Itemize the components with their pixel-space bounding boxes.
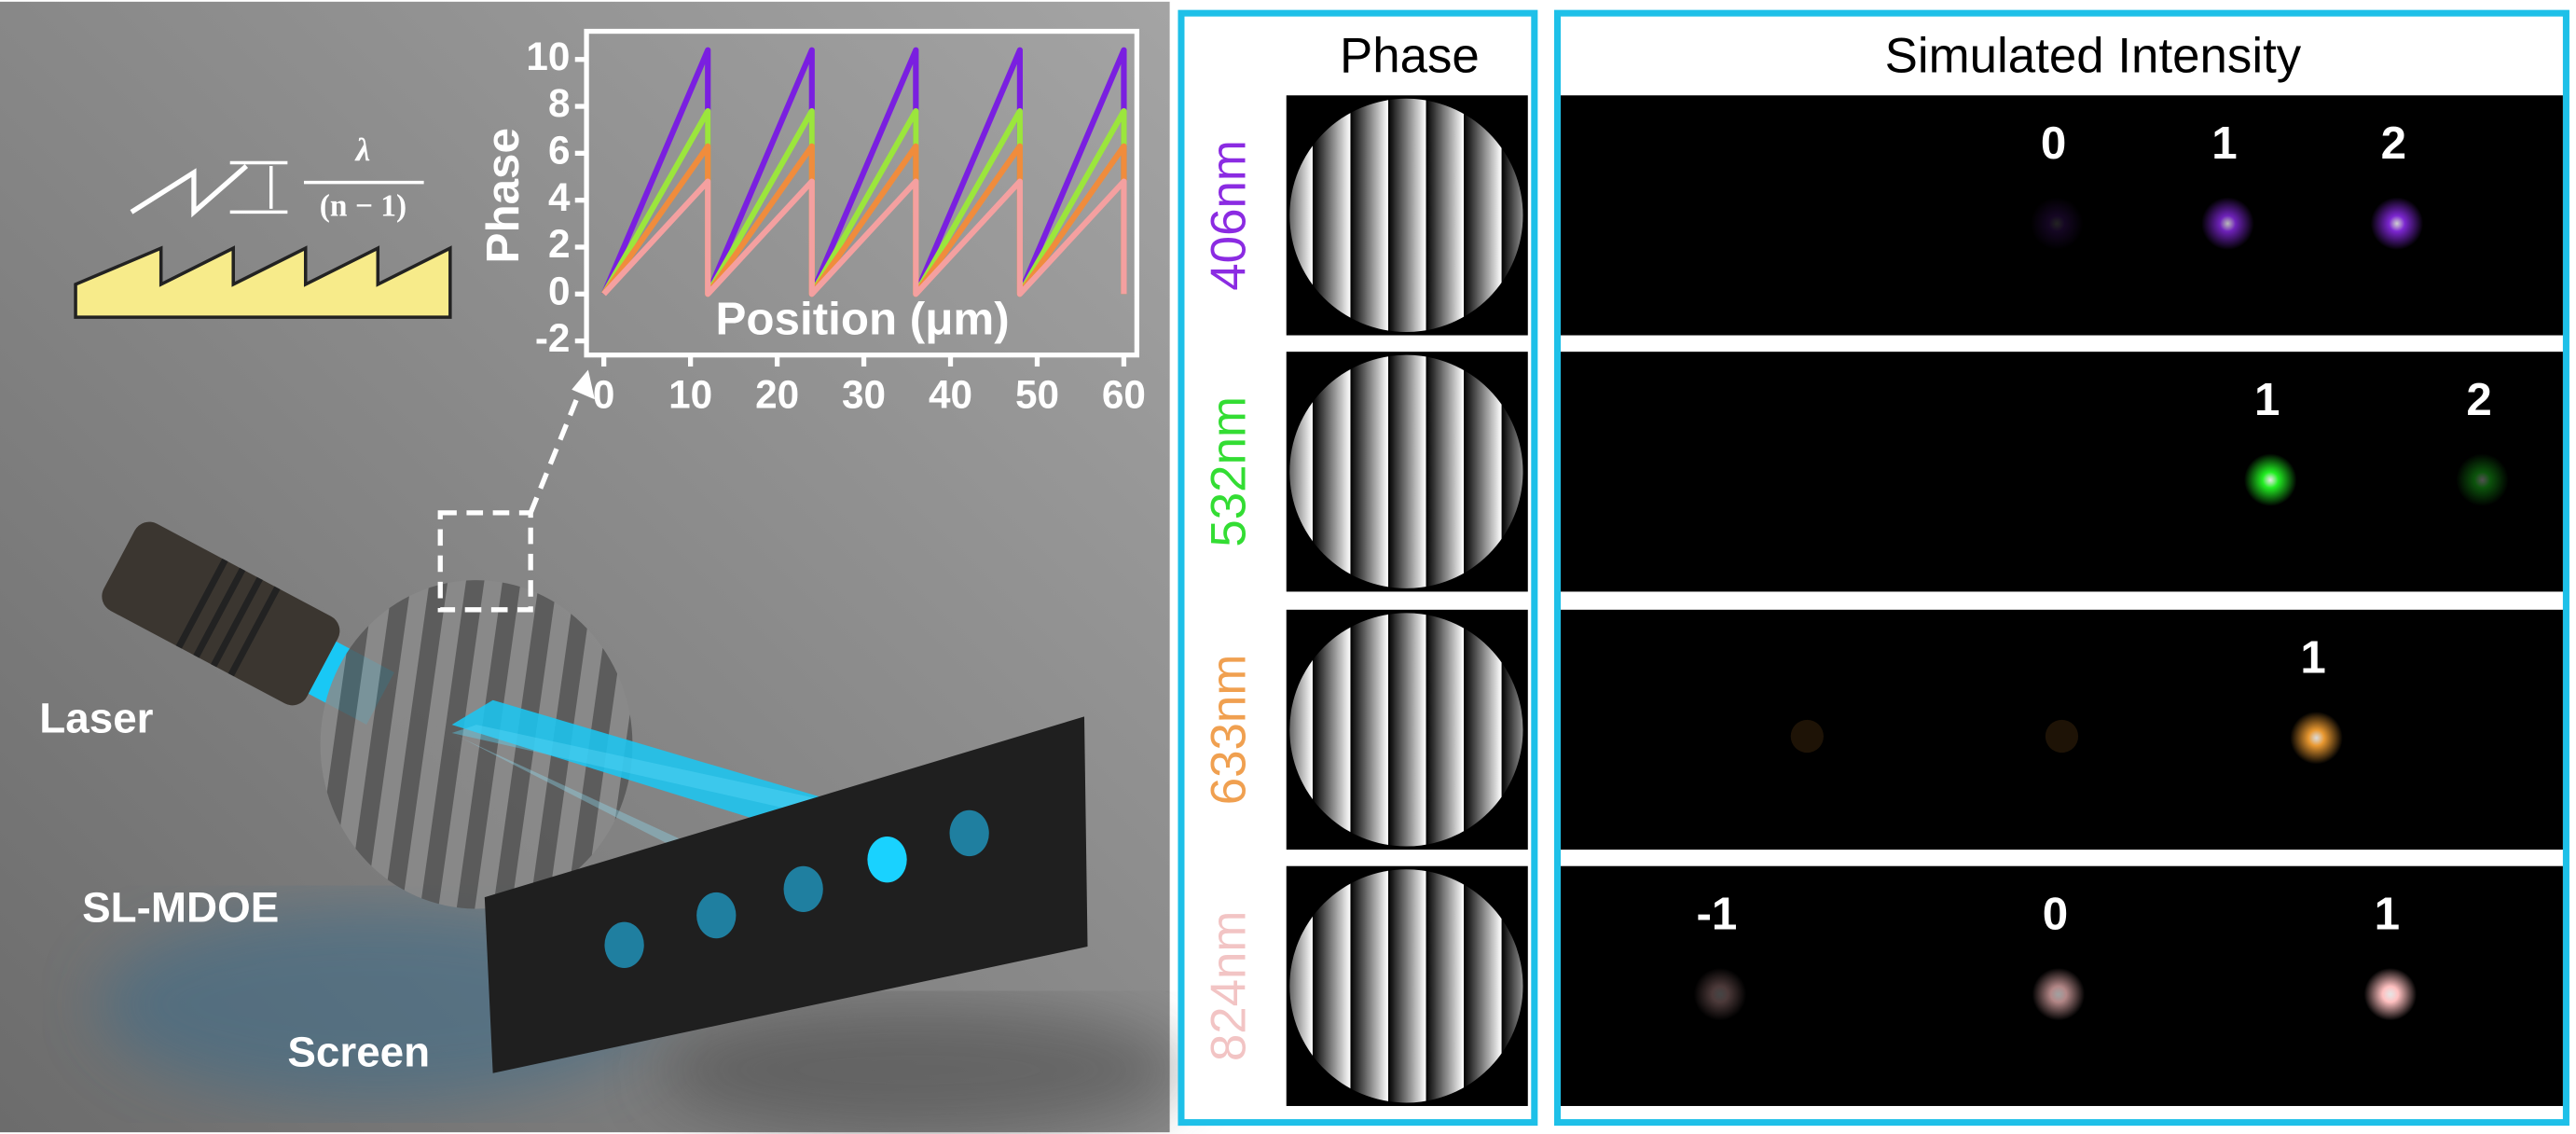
order-label: 2 (2381, 118, 2406, 169)
screen-spot (867, 836, 907, 883)
panel-title: Simulated Intensity (1885, 28, 2302, 83)
x-tick-label: 30 (842, 373, 886, 417)
y-tick-label: -2 (535, 316, 571, 360)
beam (451, 699, 855, 840)
order-label: 1 (2254, 374, 2280, 425)
x-tick-label: 50 (1015, 373, 1059, 417)
scene-label: Laser (39, 695, 153, 742)
phase-mask (1289, 98, 1523, 333)
y-tick-label: 0 (548, 269, 571, 312)
intensity-bg (1561, 352, 2563, 592)
sl-mdoe-disc (320, 580, 633, 909)
y-tick-label: 2 (548, 222, 571, 266)
y-tick-label: 8 (548, 81, 571, 125)
arrow-head (572, 369, 595, 400)
order-label: 1 (2211, 118, 2237, 169)
x-axis-label: Position (μm) (716, 293, 1010, 344)
diffraction-spot (2370, 197, 2424, 250)
x-tick-label: 40 (929, 373, 972, 417)
shadow (656, 1003, 1183, 1134)
faint-spot (2045, 719, 2079, 754)
fraction-numerator: λ (354, 131, 371, 168)
zoom-arrow (528, 381, 586, 514)
panel-title: Phase (1340, 28, 1480, 83)
rows: 406nm 0 1 2 532nm 1 2 633nm 1 824nm -1 0 1 (1202, 95, 2563, 1106)
x-tick-label: 10 (668, 373, 712, 417)
diffraction-spot (2363, 967, 2418, 1021)
faint-spot (1790, 719, 1824, 754)
screen-spot (696, 892, 737, 939)
screen-spot (604, 921, 644, 968)
intensity-bg (1561, 609, 2563, 850)
order-label: 0 (2043, 888, 2068, 939)
order-label: 1 (2300, 631, 2325, 683)
order-label: 2 (2466, 374, 2491, 425)
phase-mask (1289, 354, 1523, 588)
diffraction-spot (1693, 967, 1747, 1021)
phase-mask (1289, 613, 1523, 847)
y-tick-label: 4 (548, 175, 571, 219)
diffraction-spot (2032, 967, 2086, 1021)
wavelength-label: 532nm (1202, 396, 1257, 547)
wavelength-label: 824nm (1202, 911, 1257, 1062)
sawtooth-sketch (130, 164, 249, 218)
zoom-box (437, 510, 533, 613)
series-line (601, 178, 1127, 297)
phase-mask (1289, 869, 1523, 1103)
x-tick-label: 0 (593, 373, 615, 417)
y-axis-label: Phase (477, 128, 529, 263)
y-tick-label: 10 (526, 35, 570, 78)
x-tick-label: 20 (755, 373, 799, 417)
order-label: -1 (1696, 888, 1737, 939)
screen-spot (783, 865, 823, 913)
scene-label: Screen (287, 1028, 430, 1075)
diffraction-spot (2030, 197, 2084, 250)
scene-label: SL-MDOE (82, 883, 279, 931)
grating-profile (74, 245, 452, 319)
wavelength-label: 633nm (1202, 655, 1257, 806)
screen-spot (949, 809, 989, 857)
diffraction-spot (2290, 712, 2343, 765)
order-label: 1 (2375, 888, 2400, 939)
x-tick-label: 60 (1102, 373, 1146, 417)
diffraction-spot (2456, 453, 2509, 506)
diffraction-spot (2201, 197, 2254, 250)
y-tick-label: 6 (548, 129, 571, 173)
order-label: 0 (2041, 118, 2066, 169)
wavelength-label: 406nm (1202, 140, 1257, 291)
fraction-denominator: (n − 1) (320, 189, 406, 224)
diffraction-spot (2244, 453, 2297, 506)
